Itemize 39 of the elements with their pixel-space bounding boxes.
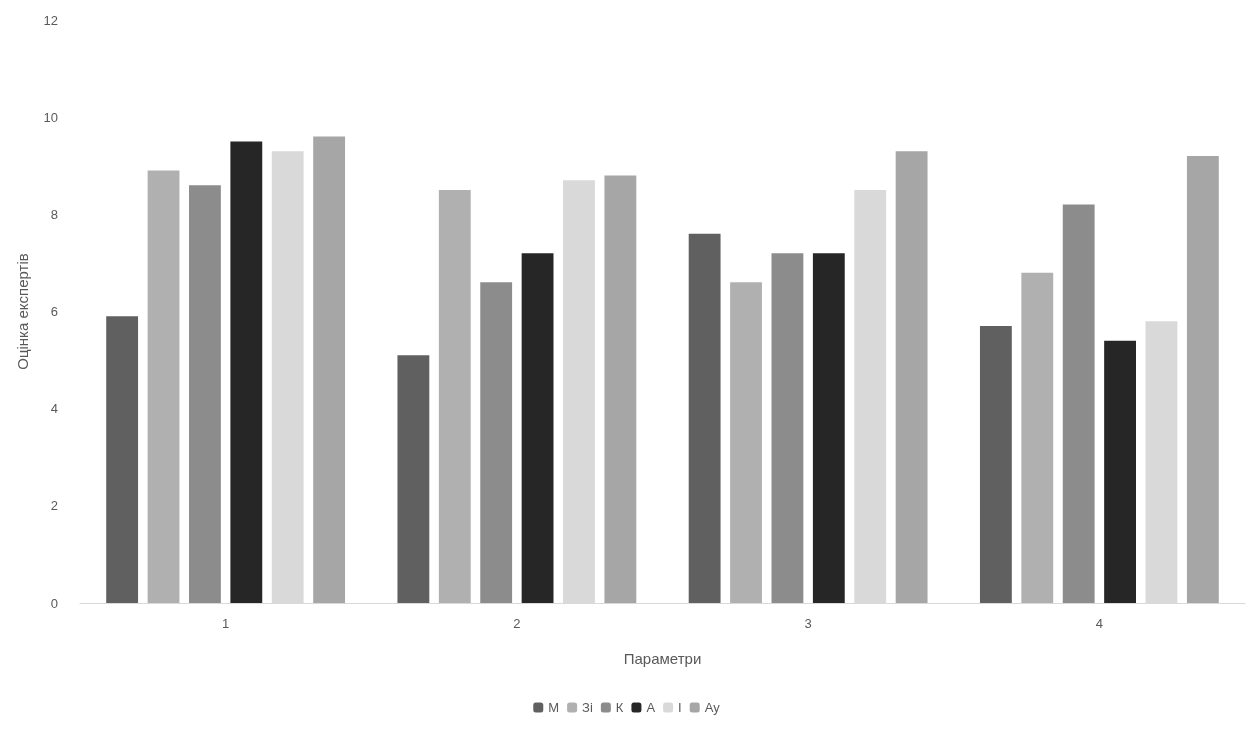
bar — [979, 326, 1012, 603]
legend-label: Ау — [704, 700, 721, 715]
bar — [106, 316, 139, 603]
x-tick-label: 1 — [222, 616, 230, 631]
bar — [1021, 272, 1054, 603]
x-tick-label: 3 — [804, 616, 812, 631]
bar — [147, 170, 180, 603]
bar — [438, 190, 471, 603]
y-tick-label: 4 — [50, 401, 58, 417]
legend-label: І — [678, 700, 682, 715]
bar — [480, 282, 513, 603]
bar — [189, 185, 221, 603]
x-tick-label: 4 — [1095, 616, 1103, 631]
bar — [521, 253, 554, 603]
bar — [604, 175, 637, 603]
y-tick-label: 12 — [43, 12, 58, 28]
bar — [688, 233, 721, 603]
legend-label: М — [548, 700, 560, 715]
bar — [230, 141, 263, 603]
y-tick-label: 2 — [50, 498, 58, 514]
bar — [1186, 156, 1219, 603]
bar — [397, 355, 430, 603]
y-tick-label: 8 — [50, 206, 58, 222]
y-tick-label: 6 — [50, 304, 58, 319]
y-tick-label: 0 — [50, 595, 58, 611]
bar — [1104, 340, 1136, 603]
bar — [313, 136, 346, 603]
y-tick-label: 10 — [43, 109, 58, 125]
bar — [730, 282, 762, 603]
y-axis-title: Оцінка експертів — [14, 253, 31, 370]
legend-label: А — [646, 700, 656, 715]
bar — [1062, 204, 1095, 603]
legend-label: Зі — [582, 700, 593, 715]
x-tick-label: 2 — [513, 616, 521, 631]
bar — [812, 253, 845, 603]
bar — [895, 151, 928, 603]
bar — [771, 253, 804, 603]
legend-label: К — [615, 700, 624, 715]
x-axis-title: Параметри — [623, 650, 702, 667]
